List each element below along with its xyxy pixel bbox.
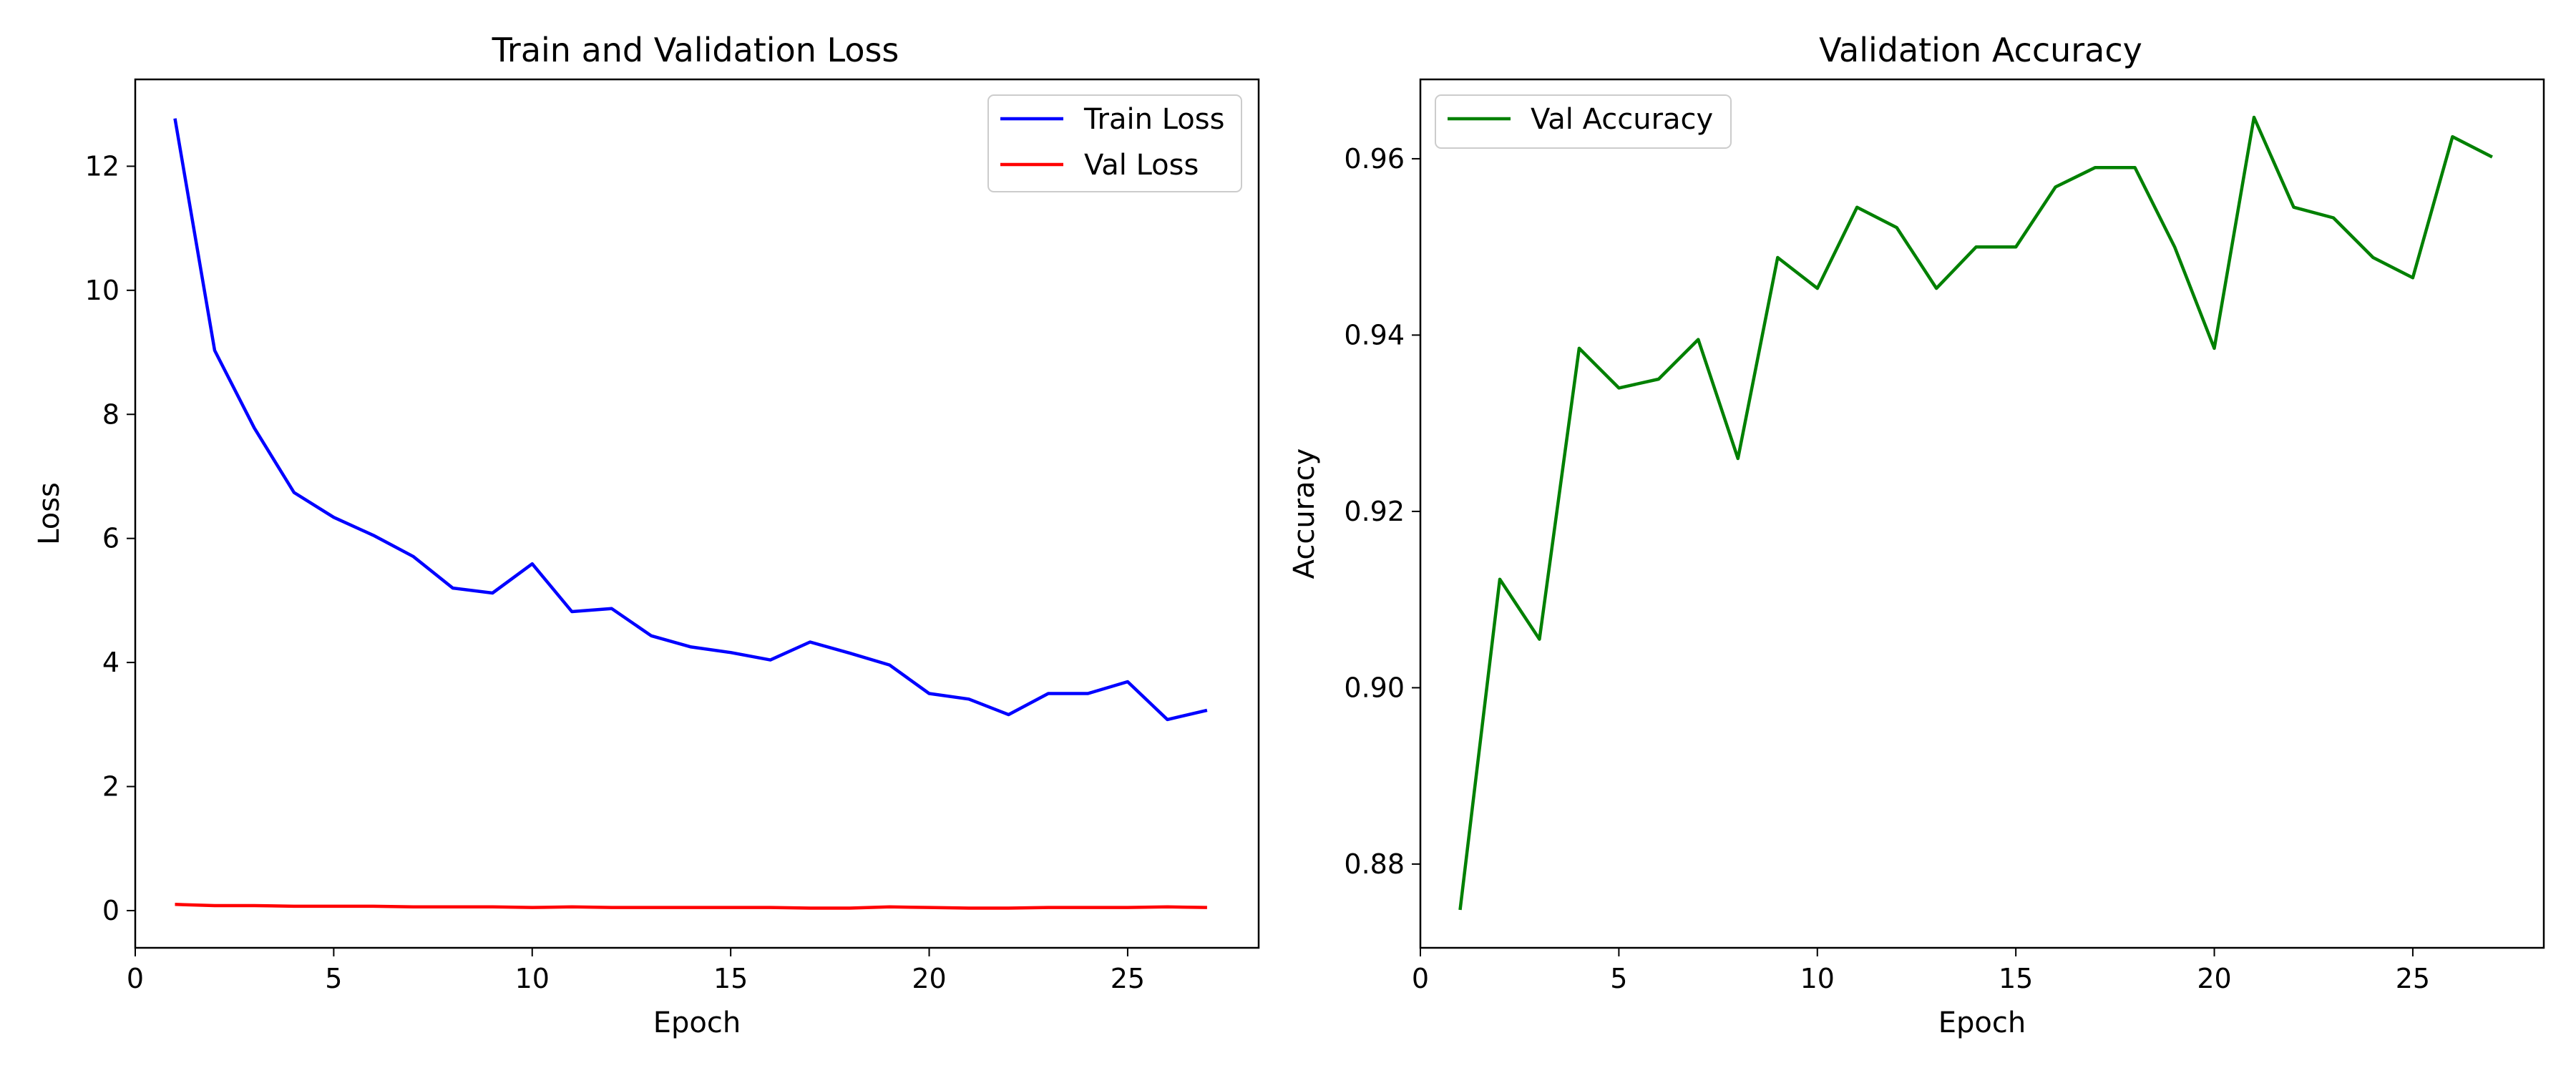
x-tick-label: 0	[127, 963, 144, 994]
y-tick-label: 0.92	[1344, 496, 1405, 527]
x-tick-label: 0	[1412, 963, 1429, 994]
x-tick-label: 25	[2396, 963, 2430, 994]
y-tick-label: 8	[102, 398, 119, 430]
x-tick-label: 20	[2197, 963, 2231, 994]
y-tick-label: 0.88	[1344, 848, 1405, 880]
loss-chart: Train and Validation Loss 0 5 10 15 20 25 0 2 4 6…	[33, 31, 1260, 1039]
y-tick-label: 4	[102, 647, 119, 678]
legend-label-train-loss: Train Loss	[1083, 103, 1224, 136]
plot-lines	[173, 118, 1208, 910]
x-tick-label: 15	[1999, 963, 2033, 994]
series-line-val-accuracy	[1458, 115, 2493, 911]
y-tick-label: 10	[85, 275, 119, 306]
y-tick-label: 0.96	[1344, 143, 1405, 175]
chart-title: Train and Validation Loss	[492, 31, 899, 69]
legend: Train Loss Val Loss	[987, 94, 1242, 192]
y-tick-label: 0.94	[1344, 319, 1405, 351]
x-tick-label: 25	[1111, 963, 1145, 994]
x-tick-label: 5	[1610, 963, 1627, 994]
axis-ticks: 0 5 10 15 20 25 0.88 0.90 0.92 0.94 0.96	[1344, 143, 2430, 994]
y-tick-label: 0	[102, 895, 119, 926]
legend-box	[1435, 94, 1732, 149]
y-tick-label: 6	[102, 523, 119, 554]
legend: Val Accuracy	[1435, 94, 1732, 149]
x-tick-label: 5	[325, 963, 342, 994]
x-tick-label: 20	[912, 963, 946, 994]
y-tick-label: 0.90	[1344, 672, 1405, 703]
axis-ticks: 0 5 10 15 20 25 0 2 4 6 8 10 12	[85, 150, 1145, 994]
legend-label-val-accuracy: Val Accuracy	[1531, 103, 1713, 136]
x-tick-label: 15	[713, 963, 748, 994]
legend-label-val-loss: Val Loss	[1084, 149, 1199, 182]
x-tick-label: 10	[515, 963, 550, 994]
accuracy-chart: Validation Accuracy 0 5 10 15 20 25 0.88 0.90 0.…	[1288, 31, 2545, 1039]
plot-lines	[1458, 115, 2493, 911]
y-axis-label: Accuracy	[1288, 449, 1321, 579]
plot-frame	[134, 78, 1260, 949]
x-axis-label: Epoch	[1938, 1006, 2026, 1039]
plot-frame	[1419, 78, 2545, 949]
y-tick-label: 2	[102, 771, 119, 803]
x-tick-label: 10	[1800, 963, 1835, 994]
series-line-train-loss	[173, 118, 1208, 722]
series-line-val-loss	[175, 903, 1207, 910]
chart-title: Validation Accuracy	[1819, 31, 2142, 69]
y-tick-label: 12	[85, 150, 119, 182]
x-axis-label: Epoch	[653, 1006, 741, 1039]
y-axis-label: Loss	[33, 482, 66, 545]
